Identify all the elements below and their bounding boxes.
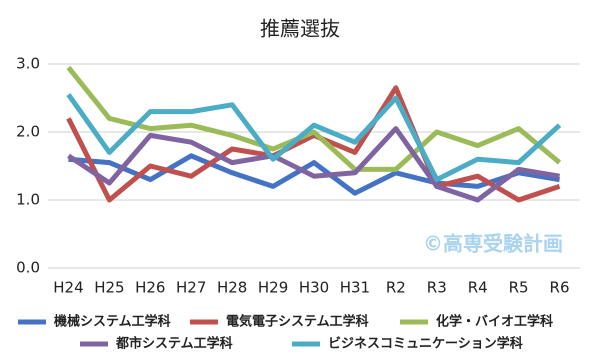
- legend-label: 電気電子システム工学科: [226, 314, 369, 330]
- chart-title: 推薦選抜: [260, 17, 340, 41]
- series-line: [66, 65, 562, 172]
- y-tick-label: 0.0: [16, 259, 40, 277]
- x-tick-label: R4: [468, 279, 488, 297]
- x-tick-label: R5: [509, 279, 529, 297]
- x-tick-label: H29: [258, 279, 288, 297]
- x-tick-label: H31: [340, 279, 370, 297]
- y-tick-label: 1.0: [16, 191, 40, 209]
- y-tick-label: 2.0: [16, 123, 40, 141]
- legend-label: 化学・バイオ工学科: [436, 314, 553, 330]
- series-line: [68, 153, 560, 196]
- legend-label: 都市システム工学科: [115, 336, 233, 352]
- x-tick-label: H25: [94, 279, 124, 297]
- x-tick-label: H26: [135, 279, 165, 297]
- x-tick-label: H28: [217, 279, 247, 297]
- x-tick-label: R2: [386, 279, 406, 297]
- x-tick-label: R3: [427, 279, 447, 297]
- y-tick-label: 3.0: [16, 55, 40, 73]
- series-line: [66, 93, 562, 183]
- legend-label: ビジネスコミュニケーション学科: [328, 336, 523, 352]
- x-tick-label: H24: [53, 279, 83, 297]
- legend-label: 機械システム工学科: [54, 314, 171, 330]
- x-tick-label: H30: [299, 279, 329, 297]
- x-tick-label: H27: [176, 279, 206, 297]
- x-tick-label: R6: [550, 279, 570, 297]
- watermark: ©高専受験計画: [423, 232, 563, 256]
- series-line: [66, 85, 561, 203]
- series-line: [67, 126, 560, 203]
